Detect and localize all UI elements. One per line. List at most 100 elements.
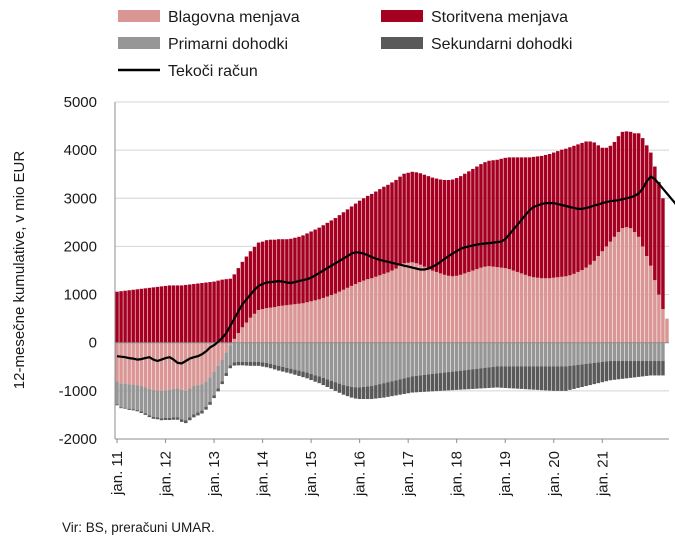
bar-segment — [285, 239, 289, 306]
bar-segment — [527, 342, 532, 367]
bar-segment — [426, 176, 431, 269]
bar-segment — [321, 342, 325, 378]
bar-segment — [123, 407, 127, 409]
bar-segment — [159, 390, 164, 419]
bar-segment — [131, 342, 135, 385]
bar-segment — [398, 342, 402, 380]
bar-segment — [321, 297, 325, 343]
bar-segment — [143, 342, 148, 388]
bar-segment — [353, 342, 358, 388]
bar-segment — [511, 270, 516, 343]
bar-segment — [580, 364, 584, 388]
bar-segment — [624, 131, 629, 228]
bar-segment — [301, 303, 305, 343]
bar-segment — [131, 384, 135, 410]
bar-segment — [345, 386, 350, 397]
bar-segment — [657, 294, 661, 343]
bar-segment — [471, 168, 475, 271]
bar-segment — [519, 342, 524, 367]
bar-segment — [200, 384, 204, 411]
bar-segment — [499, 342, 503, 367]
bar-segment — [297, 370, 301, 376]
series-line-tekoci-racun — [116, 175, 675, 365]
bar-segment — [604, 361, 609, 382]
bar-segment — [216, 388, 220, 392]
bar-segment — [236, 268, 241, 334]
bar-segment — [349, 342, 354, 388]
bar-segment — [640, 361, 645, 377]
bar-segment — [135, 342, 139, 386]
bar-segment — [240, 327, 245, 343]
bar-segment — [507, 342, 512, 367]
bar-segment — [467, 271, 471, 343]
bar-segment — [301, 342, 305, 372]
bar-segment — [584, 363, 588, 387]
bar-segment — [175, 417, 180, 420]
bar-segment — [139, 411, 144, 414]
bar-segment — [127, 342, 131, 385]
bar-segment — [285, 342, 289, 368]
bar-segment — [127, 408, 131, 410]
bar-segment — [657, 342, 661, 362]
bar-segment — [430, 270, 435, 343]
bar-segment — [365, 386, 370, 400]
legend-label: Primarni dohodki — [168, 36, 288, 53]
bar-segment — [454, 178, 459, 276]
bar-segment — [475, 368, 479, 389]
bar-segment — [547, 278, 552, 343]
bar-segment — [547, 342, 552, 367]
bar-segment — [378, 189, 382, 276]
bar-segment — [297, 236, 301, 304]
bar-segment — [661, 361, 665, 376]
bar-segment — [438, 342, 443, 374]
bar-segment — [442, 274, 447, 343]
bar-segment — [483, 266, 487, 343]
bar-segment — [329, 220, 334, 296]
bar-segment — [653, 280, 657, 343]
bar-segment — [386, 382, 390, 397]
bar-segment — [337, 383, 342, 393]
legend-swatch — [381, 10, 423, 22]
bar-segment — [628, 342, 633, 362]
bar-segment — [430, 177, 435, 271]
x-tick-label: jan. 15 — [303, 451, 320, 497]
bar-segment — [572, 145, 576, 274]
bar-segment — [402, 342, 406, 379]
bar-segment — [337, 342, 342, 384]
bar-segment — [159, 342, 164, 391]
bar-segment — [313, 375, 317, 382]
bar-segment — [139, 288, 144, 343]
bar-segment — [378, 275, 382, 343]
bar-segment — [192, 414, 196, 418]
bar-segment — [131, 409, 135, 411]
bar-segment — [353, 283, 358, 343]
x-tick-label: jan. 13 — [206, 451, 223, 497]
bar-segment — [248, 342, 253, 362]
bar-segment — [184, 420, 188, 424]
bar-segment — [349, 206, 354, 286]
bar-segment — [361, 387, 366, 400]
bar-segment — [370, 386, 374, 400]
bar-segment — [361, 198, 366, 281]
bar-segment — [268, 307, 273, 343]
bar-segment — [260, 362, 265, 367]
bar-segment — [167, 342, 172, 390]
bar-segment — [527, 366, 532, 390]
bar-segment — [390, 270, 394, 343]
bar-segment — [341, 212, 346, 290]
bar-segment — [491, 342, 495, 367]
bar-segment — [576, 364, 580, 388]
bar-segment — [260, 342, 265, 363]
bar-segment — [313, 342, 317, 376]
bar-segment — [576, 342, 580, 365]
bar-segment — [426, 342, 431, 375]
bar-segment — [390, 342, 394, 382]
bar-segment — [248, 251, 253, 318]
bar-segment — [184, 342, 188, 391]
bar-segment — [248, 317, 253, 343]
bar-segment — [313, 300, 317, 343]
bar-segment — [252, 361, 257, 366]
bar-segment — [264, 362, 269, 368]
bar-segment — [402, 263, 406, 343]
bar-segment — [155, 342, 160, 391]
